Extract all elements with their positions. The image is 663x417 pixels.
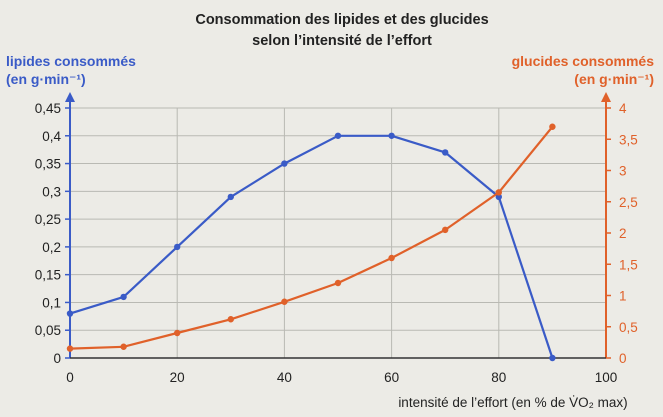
x-axis-title: intensité de l’effort (en % de V̇O₂ max) (398, 395, 627, 410)
lipides-point-7 (442, 149, 449, 156)
glucides-point-8 (495, 189, 502, 196)
grid-lines (70, 107, 607, 358)
right-tick-label-2: 1 (619, 289, 627, 304)
glucides-point-9 (549, 123, 556, 130)
right-axis-arrow (601, 92, 611, 102)
glucides-point-0 (66, 345, 74, 352)
right-axis-title-line-1: glucides consommés (512, 53, 655, 69)
glucides-point-4 (281, 298, 288, 305)
right-tick-label-7: 3,5 (619, 132, 638, 147)
glucides-point-6 (388, 254, 395, 262)
lipides-point-3 (227, 193, 234, 201)
lipides-point-4 (281, 160, 288, 167)
right-tick-label-6: 3 (619, 164, 627, 179)
left-tick-label-8: 0,4 (42, 129, 61, 144)
glucides-line (69, 126, 554, 350)
lipides-point-0 (66, 310, 74, 317)
glucides-point-5 (334, 279, 342, 287)
right-tick-label-1: 0,5 (619, 320, 638, 335)
data-series (66, 123, 556, 362)
left-axis-title-line-2: (en g·min⁻¹) (6, 71, 86, 87)
lipides-point-2 (174, 243, 181, 251)
left-tick-label-2: 0,1 (42, 295, 61, 310)
right-tick-label-3: 1,5 (619, 257, 638, 272)
lipides-line (69, 134, 554, 359)
left-tick-label-4: 0,2 (42, 240, 61, 255)
left-tick-label-5: 0,25 (35, 212, 61, 227)
glucides-point-7 (442, 226, 449, 234)
x-tick-label-4: 80 (491, 370, 506, 385)
lipides-point-5 (334, 132, 342, 139)
x-tick-label-5: 100 (595, 370, 618, 385)
x-tick-label-2: 40 (277, 370, 292, 385)
right-tick-label-0: 0 (619, 351, 627, 366)
left-tick-label-9: 0,45 (35, 101, 61, 116)
right-tick-label-8: 4 (619, 101, 627, 116)
lipides-point-1 (120, 293, 127, 301)
chart-title-line-1: Consommation des lipides et des glucides (195, 12, 488, 28)
left-axis-arrow (65, 92, 75, 102)
left-axis-title-line-1: lipides consommés (6, 53, 136, 69)
left-tick-label-7: 0,35 (35, 157, 61, 172)
glucides-point-2 (174, 329, 181, 337)
tick-labels: 0 0,05 0,1 0,15 0,2 0,25 0,3 0,35 0,4 0,45 0 0,5 1 1,… (35, 101, 638, 385)
left-tick-label-1: 0,05 (35, 323, 61, 338)
right-tick-label-4: 2 (619, 226, 627, 241)
glucides-point-3 (227, 316, 234, 323)
x-tick-label-1: 20 (170, 370, 185, 385)
chart-title-line-2: selon l’intensité de l’effort (252, 33, 432, 49)
right-tick-label-5: 2,5 (619, 195, 638, 210)
right-axis-title-line-2: (en g·min⁻¹) (574, 71, 654, 87)
x-tick-label-3: 60 (384, 370, 399, 385)
glucides-point-1 (120, 343, 127, 350)
left-tick-label-0: 0 (53, 351, 61, 366)
lipides-point-9 (549, 354, 556, 362)
lipides-point-8 (495, 193, 502, 201)
left-tick-label-6: 0,3 (42, 184, 61, 199)
left-tick-label-3: 0,15 (35, 268, 61, 283)
x-tick-label-0: 0 (66, 370, 74, 385)
lipides-point-6 (388, 132, 395, 139)
